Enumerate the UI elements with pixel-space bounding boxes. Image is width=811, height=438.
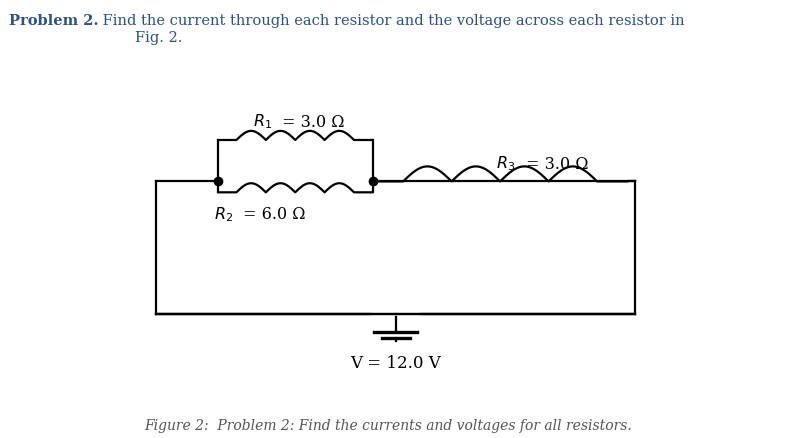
Text: Problem 2.: Problem 2. — [9, 14, 98, 28]
Text: $R_1$: $R_1$ — [252, 113, 272, 131]
Text: $R_2$: $R_2$ — [214, 205, 233, 224]
Text: Find the current through each resistor and the voltage across each resistor in
 : Find the current through each resistor a… — [98, 14, 684, 45]
Text: = 6.0 Ω: = 6.0 Ω — [243, 205, 306, 222]
Text: $R_3$: $R_3$ — [496, 154, 515, 173]
Text: V = 12.0 V: V = 12.0 V — [350, 354, 440, 371]
Text: Figure 2:  Problem 2: Find the currents and voltages for all resistors.: Figure 2: Problem 2: Find the currents a… — [144, 418, 631, 432]
Text: = 3.0 Ω: = 3.0 Ω — [281, 114, 344, 131]
Text: = 3.0 Ω: = 3.0 Ω — [525, 155, 587, 173]
